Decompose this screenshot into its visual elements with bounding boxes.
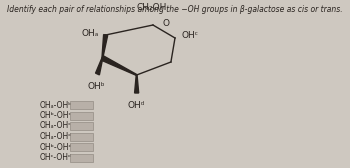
Text: Identify each pair of relationships among the −OH groups in β-galactose as cis o: Identify each pair of relationships amon… <box>7 5 343 14</box>
FancyBboxPatch shape <box>70 112 93 119</box>
Text: ▾: ▾ <box>88 123 91 129</box>
Text: OHᵇ-OHᶜ:: OHᵇ-OHᶜ: <box>40 111 74 120</box>
Text: OHₐ-OHᵇ:: OHₐ-OHᵇ: <box>40 100 75 110</box>
Text: OHᵇ: OHᵇ <box>87 82 105 91</box>
Text: ▾: ▾ <box>88 102 91 108</box>
Text: OHᶜ: OHᶜ <box>182 32 198 40</box>
Text: ▾: ▾ <box>88 155 91 160</box>
Text: ▾: ▾ <box>88 113 91 118</box>
FancyBboxPatch shape <box>70 133 93 140</box>
FancyBboxPatch shape <box>70 101 93 109</box>
Text: OHₐ-OHᶜ:: OHₐ-OHᶜ: <box>40 121 74 131</box>
Text: OHᵈ: OHᵈ <box>128 101 145 110</box>
Text: OHᶜ-OHᵈ:: OHᶜ-OHᵈ: <box>40 153 74 162</box>
Text: OHₐ-OHᵈ:: OHₐ-OHᵈ: <box>40 132 75 141</box>
FancyBboxPatch shape <box>70 122 93 130</box>
Text: OHᵇ-OHᵈ:: OHᵇ-OHᵈ: <box>40 142 75 152</box>
Polygon shape <box>96 58 103 75</box>
FancyBboxPatch shape <box>70 154 93 161</box>
Text: CH₂OH: CH₂OH <box>136 3 167 12</box>
Polygon shape <box>102 56 137 75</box>
Text: ▾: ▾ <box>88 144 91 150</box>
Text: ▾: ▾ <box>88 134 91 139</box>
Polygon shape <box>135 75 139 93</box>
Text: OHₐ: OHₐ <box>82 29 99 37</box>
FancyBboxPatch shape <box>70 143 93 151</box>
Polygon shape <box>102 35 108 58</box>
Text: O: O <box>162 19 169 29</box>
